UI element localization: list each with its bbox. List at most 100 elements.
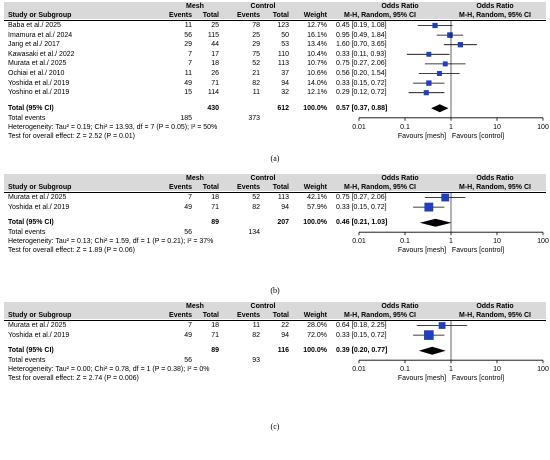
- pooled-diamond: [418, 346, 446, 355]
- odds-ratio-subheader: M-H, Random, 95% CI: [344, 312, 416, 319]
- weight-value: 10.4%: [307, 50, 327, 58]
- mesh-events: 15: [184, 89, 192, 97]
- panel-caption: (a): [270, 154, 280, 163]
- control-total: 94: [281, 79, 289, 87]
- mesh-total: 71: [211, 331, 219, 339]
- forest-plot-svg: [358, 192, 544, 236]
- odds-ratio-ci: 1.60 [0.70, 3.65]: [336, 41, 387, 49]
- header-rule: [4, 20, 546, 21]
- mesh-events: 7: [188, 60, 192, 68]
- odds-ratio-ci: 0.64 [0.18, 2.25]: [336, 322, 387, 329]
- mesh-total: 44: [211, 41, 219, 49]
- total-header-mesh: Total: [202, 312, 219, 319]
- study-name: Kawasaki et al./ 2022: [8, 50, 75, 58]
- total-control: 207: [277, 219, 289, 227]
- weight-value: 14.0%: [307, 79, 327, 87]
- study-name: Yoshida et al./ 2019: [8, 331, 70, 339]
- control-events: 78: [252, 22, 260, 29]
- control-events: 11: [252, 322, 260, 329]
- total-events-control: 373: [248, 114, 260, 122]
- total-label: Total (95% CI): [8, 104, 54, 112]
- total-events-mesh: 56: [184, 357, 192, 365]
- odds-ratio-ci: 0.95 [0.49, 1.84]: [336, 31, 387, 39]
- forest-plot-svg: [358, 20, 544, 121]
- heterogeneity-text: Heterogeneity: Tau² = 0.00; Chi² = 0.78,…: [8, 366, 210, 374]
- study-name: Murata et al./ 2025: [8, 60, 67, 68]
- odds-ratio-ci: 0.33 [0.15, 0.72]: [336, 331, 387, 339]
- forest-plot-svg: [358, 320, 544, 364]
- group2-header: Control: [250, 303, 276, 310]
- weight-value: 42.1%: [307, 194, 327, 201]
- x-tick-label: 10: [493, 123, 501, 131]
- table-header-background: [4, 174, 546, 191]
- mesh-events: 11: [184, 22, 192, 29]
- favours-mesh-label: Favours [mesh]: [397, 247, 447, 255]
- study-point: [426, 51, 432, 57]
- total-weight: 100.0%: [303, 347, 327, 355]
- total-events-label: Total events: [8, 114, 46, 122]
- odds-ratio-header: Odds Ratio: [381, 3, 419, 10]
- study-point: [426, 80, 432, 86]
- total-weight: 100.0%: [303, 104, 327, 112]
- favours-control-label: Favours [control]: [451, 132, 505, 140]
- mesh-total: 17: [211, 50, 219, 58]
- total-events-control: 93: [252, 357, 260, 365]
- study-point: [447, 32, 453, 38]
- control-total: 113: [277, 60, 289, 68]
- study-header: Study or Subgroup: [8, 312, 72, 319]
- control-total: 94: [281, 331, 289, 339]
- odds-ratio-ci: 0.45 [0.19, 1.08]: [336, 22, 387, 29]
- weight-value: 10.7%: [307, 60, 327, 68]
- study-name: Murata et al./ 2025: [8, 194, 67, 201]
- weight-header: Weight: [303, 184, 327, 191]
- control-events: 82: [252, 331, 260, 339]
- weight-value: 12.7%: [307, 22, 327, 29]
- favours-mesh-label: Favours [mesh]: [397, 132, 447, 140]
- control-events: 52: [252, 60, 260, 68]
- group1-header: Mesh: [186, 3, 204, 10]
- mesh-total: 114: [207, 89, 219, 97]
- study-name: Ochiai et al./ 2010: [8, 70, 65, 77]
- odds-ratio-ci: 0.33 [0.15, 0.72]: [336, 79, 387, 87]
- study-point: [438, 322, 446, 329]
- control-total: 32: [281, 89, 289, 97]
- mesh-total: 25: [211, 22, 219, 29]
- mesh-total: 71: [211, 79, 219, 87]
- total-header-control: Total: [272, 312, 289, 319]
- mesh-events: 49: [184, 203, 192, 211]
- plot-subheader: M-H, Random, 95% CI: [459, 312, 531, 319]
- events-header-mesh: Events: [169, 12, 192, 19]
- mesh-total: 18: [211, 322, 219, 329]
- events-header-control: Events: [237, 312, 260, 319]
- panel-caption: (b): [270, 286, 280, 295]
- control-total: 22: [281, 322, 289, 329]
- x-tick-label: 1: [449, 366, 453, 374]
- pooled-ci: 0.46 [0.21, 1.03]: [336, 219, 388, 227]
- total-events-mesh: 56: [184, 229, 192, 237]
- weight-value: 13.4%: [307, 41, 327, 49]
- x-tick-label: 1: [449, 123, 453, 131]
- overall-effect-text: Test for overall effect: Z = 2.52 (P = 0…: [8, 132, 135, 140]
- mesh-events: 7: [188, 194, 192, 201]
- control-events: 52: [252, 194, 260, 201]
- header-rule: [4, 192, 546, 193]
- total-label: Total (95% CI): [8, 347, 54, 355]
- weight-header: Weight: [303, 12, 327, 19]
- weight-value: 16.1%: [307, 31, 327, 39]
- study-point: [442, 61, 448, 67]
- control-events: 21: [252, 70, 260, 77]
- study-name: Imamura et al./ 2024: [8, 31, 73, 39]
- pooled-ci: 0.57 [0.37, 0.88]: [336, 104, 388, 112]
- events-header-mesh: Events: [169, 312, 192, 319]
- x-tick-label: 10: [493, 366, 501, 374]
- group1-header: Mesh: [186, 303, 204, 310]
- x-tick-label: 0.1: [400, 366, 410, 374]
- x-tick-label: 0.01: [352, 123, 366, 131]
- control-events: 75: [252, 50, 260, 58]
- control-events: 82: [252, 203, 260, 211]
- mesh-events: 11: [184, 70, 192, 77]
- weight-value: 72.0%: [307, 331, 327, 339]
- control-total: 113: [277, 194, 289, 201]
- total-header-control: Total: [272, 12, 289, 19]
- total-events-label: Total events: [8, 357, 46, 365]
